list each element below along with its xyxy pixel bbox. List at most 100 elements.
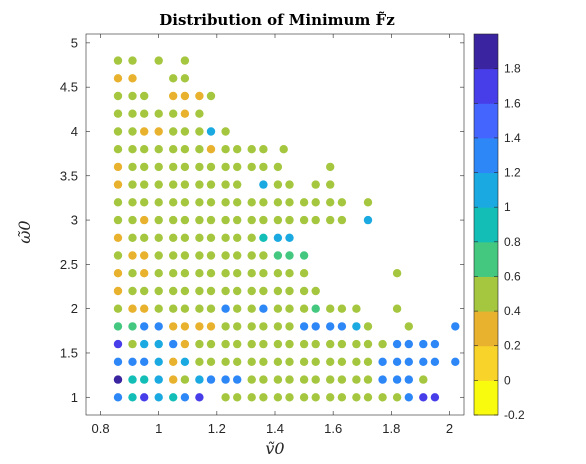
data-point <box>206 304 216 313</box>
data-point <box>206 357 216 366</box>
data-point <box>195 180 204 189</box>
data-point <box>311 198 320 207</box>
colorbar-segment <box>474 34 498 70</box>
colorbar-tick-label: -0.2 <box>504 408 525 422</box>
data-point <box>113 357 123 366</box>
data-point <box>311 357 320 366</box>
x-tick-label: 1.2 <box>208 421 226 436</box>
data-point <box>259 180 268 189</box>
data-point <box>128 286 137 296</box>
y-tick-label: 5 <box>71 35 78 50</box>
data-point <box>128 251 137 260</box>
colorbar-tick-label: 1.2 <box>504 166 521 180</box>
data-point <box>140 198 149 207</box>
data-point <box>169 162 178 172</box>
data-point <box>337 339 347 349</box>
colorbar-segment <box>474 137 498 174</box>
data-point <box>233 198 242 207</box>
colorbar-segment <box>474 311 498 347</box>
data-point <box>430 357 440 366</box>
data-point <box>378 393 387 402</box>
data-point <box>195 162 204 172</box>
data-point <box>285 198 294 207</box>
colorbar-tick-label: 1 <box>504 200 511 214</box>
data-point <box>311 286 320 296</box>
data-point <box>113 162 123 172</box>
data-point <box>221 357 230 366</box>
data-point <box>140 286 149 296</box>
data-point <box>326 215 335 225</box>
data-point <box>337 304 347 313</box>
data-point <box>419 393 428 402</box>
data-point <box>419 357 428 366</box>
data-point <box>285 180 294 189</box>
data-point <box>285 269 294 278</box>
x-axis-ticks: 0.8 1 1.2 1.4 1.6 1.8 2 <box>91 34 453 436</box>
data-point <box>363 198 373 207</box>
data-point <box>233 233 242 242</box>
data-point <box>285 339 294 349</box>
data-point <box>154 145 163 154</box>
data-point <box>337 322 347 331</box>
colorbar-ticks: -0.2 0 0.2 0.4 0.6 0.8 1 1.2 1.4 1.6 1.8 <box>474 62 525 422</box>
data-point <box>206 91 216 101</box>
y-tick-label: 3 <box>71 213 78 228</box>
data-point <box>247 357 256 366</box>
data-point <box>259 304 268 313</box>
data-point <box>195 393 204 402</box>
data-point <box>285 393 294 402</box>
data-point <box>299 322 309 331</box>
data-point <box>247 162 256 172</box>
data-point <box>140 375 149 384</box>
data-point <box>352 339 361 349</box>
data-point <box>273 251 283 260</box>
plot-area <box>85 33 465 416</box>
data-point <box>154 233 163 242</box>
data-point <box>169 198 178 207</box>
data-point <box>404 393 413 402</box>
data-point <box>195 91 204 101</box>
data-point <box>392 375 402 384</box>
data-point <box>180 162 190 172</box>
data-point <box>337 215 347 225</box>
colorbar-tick-label: 0.4 <box>504 304 521 318</box>
data-point <box>169 375 178 384</box>
data-point <box>180 304 190 313</box>
data-point <box>247 198 256 207</box>
data-point <box>363 357 373 366</box>
data-point <box>378 375 387 384</box>
data-point <box>247 304 256 313</box>
data-point <box>221 145 230 154</box>
data-point <box>195 109 204 118</box>
data-point <box>180 269 190 278</box>
data-point <box>326 162 335 172</box>
data-point <box>378 339 387 349</box>
data-point <box>259 339 268 349</box>
data-point <box>363 322 373 331</box>
data-point <box>195 233 204 242</box>
data-point <box>221 286 230 296</box>
colorbar-segment <box>474 68 498 104</box>
data-point <box>352 304 361 313</box>
data-point <box>352 393 361 402</box>
data-point <box>195 322 204 331</box>
data-point <box>247 251 256 260</box>
data-point <box>206 145 216 154</box>
data-point <box>195 304 204 313</box>
data-point <box>140 233 149 242</box>
data-point <box>195 286 204 296</box>
data-point <box>169 109 178 118</box>
data-point <box>113 304 123 313</box>
data-point <box>140 162 149 172</box>
data-point <box>273 375 283 384</box>
data-point <box>279 145 288 154</box>
data-point <box>326 357 335 366</box>
data-point <box>180 127 190 136</box>
y-tick-label: 4 <box>71 124 78 139</box>
data-point <box>169 127 178 136</box>
data-point <box>180 233 190 242</box>
data-point <box>299 339 309 349</box>
y-tick-label: 1 <box>71 390 78 405</box>
data-point <box>326 375 335 384</box>
